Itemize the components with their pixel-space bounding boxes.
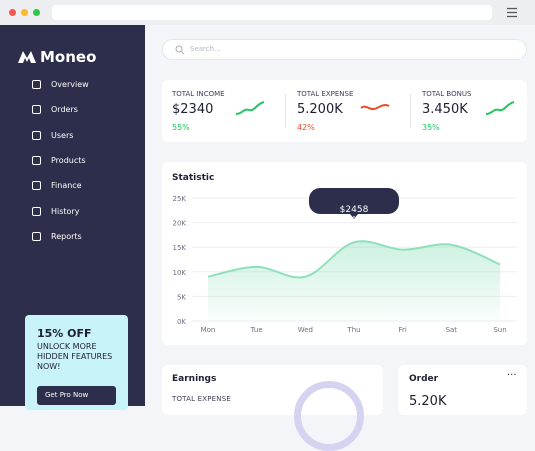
menu-item[interactable]: Overview (51, 80, 89, 89)
x-tick-label: Fri (398, 326, 406, 334)
stat-label: TOTAL EXPENSE (297, 90, 354, 98)
stat-value: 3.450K (422, 102, 468, 117)
tooltip-date: Dec 06 2021 (336, 216, 371, 222)
chart: Statistic 0K 5K 10K 15K 20K 25K Mon Tue Wed Thu Fr… (172, 173, 517, 334)
sparkline (360, 104, 390, 111)
order-title: Order (409, 374, 439, 384)
earnings-card: Earnings TOTAL EXPENSE (162, 365, 383, 451)
statistic-card: Statistic 0K 5K 10K 15K 20K 25K Mon Tue Wed Thu Fr… (162, 162, 527, 345)
browser-bar (0, 0, 535, 25)
x-tick-label: Sun (493, 326, 506, 334)
y-tick-label: 10K (173, 269, 187, 277)
stats-card: TOTAL INCOME $2340 55% TOTAL EXPENSE 5.200K 4… (162, 80, 527, 142)
close-dot[interactable] (9, 9, 16, 16)
earnings-label: TOTAL EXPENSE (172, 395, 231, 403)
sparkline-path (485, 101, 515, 115)
address-bar[interactable] (52, 5, 492, 20)
brand: Moneo (40, 48, 97, 66)
y-tick-label: 15K (173, 244, 187, 252)
sparkline (485, 101, 515, 115)
promo-button[interactable]: Get Pro Now (37, 386, 116, 405)
menu-icon (32, 206, 41, 216)
order-card: Order ··· 5.20K (398, 365, 527, 415)
menu-icon (32, 130, 41, 140)
promo-card: 15% OFF UNLOCK MORE HIDDEN FEATURES NOW!… (25, 315, 128, 410)
search-bar[interactable]: Search... (162, 39, 527, 60)
stat-label: TOTAL BONUS (422, 90, 472, 98)
x-tick-label: Wed (298, 326, 313, 334)
menu-icon (32, 105, 41, 115)
sparkline-path (235, 101, 265, 115)
divider (285, 94, 286, 128)
tooltip-value: $2458 (340, 205, 369, 215)
stat-change: 55% (172, 123, 190, 132)
sidebar: Moneo 15% OFF UNLOCK MORE HIDDEN FEATURE… (0, 25, 145, 410)
line (207, 240, 501, 279)
stat-change: 42% (297, 123, 315, 132)
divider (410, 94, 411, 128)
menu-item[interactable]: Reports (51, 231, 82, 241)
menu-icon (32, 231, 41, 241)
stat-value: $2340 (172, 102, 214, 117)
menu-icon (32, 181, 41, 191)
promo-title: 15% OFF (37, 327, 92, 340)
search-placeholder: Search... (190, 45, 221, 53)
x-tick-label: Mon (201, 326, 216, 334)
y-tick-label: 20K (173, 220, 187, 228)
menu-icon (32, 155, 41, 165)
menu-item[interactable]: History (51, 206, 80, 216)
minimize-dot[interactable] (21, 9, 28, 16)
stat-value: 5.200K (297, 102, 343, 117)
x-tick-label: Sat (446, 326, 458, 334)
y-tick-label: 0K (177, 318, 186, 326)
menu-icon[interactable] (506, 7, 518, 18)
y-tick-label: 5K (177, 293, 186, 301)
menu-item[interactable]: Users (51, 130, 74, 140)
x-tick-label: Tue (250, 326, 263, 334)
promo-text: UNLOCK MORE HIDDEN FEATURES NOW! (37, 342, 113, 371)
maximize-dot[interactable] (33, 9, 40, 16)
sparkline (235, 101, 265, 115)
earnings-title: Earnings (172, 374, 217, 384)
tooltip-box (309, 188, 399, 219)
area (208, 241, 500, 321)
menu-icon (32, 80, 41, 89)
gauge (294, 381, 364, 451)
menu-item[interactable]: Products (51, 155, 86, 165)
search-icon (175, 45, 185, 55)
order-value: 5.20K (409, 394, 447, 409)
menu-item[interactable]: Orders (51, 105, 78, 115)
x-tick-label: Thu (346, 326, 360, 334)
chart-title: Statistic (172, 173, 214, 183)
y-tick-label: 25K (173, 195, 187, 203)
stat-label: TOTAL INCOME (172, 90, 225, 98)
sparkline-path (360, 104, 390, 111)
stat-change: 35% (422, 123, 440, 132)
menu-item[interactable]: Finance (51, 181, 82, 191)
logo-icon (18, 51, 36, 63)
more-button[interactable]: ··· (507, 370, 517, 381)
